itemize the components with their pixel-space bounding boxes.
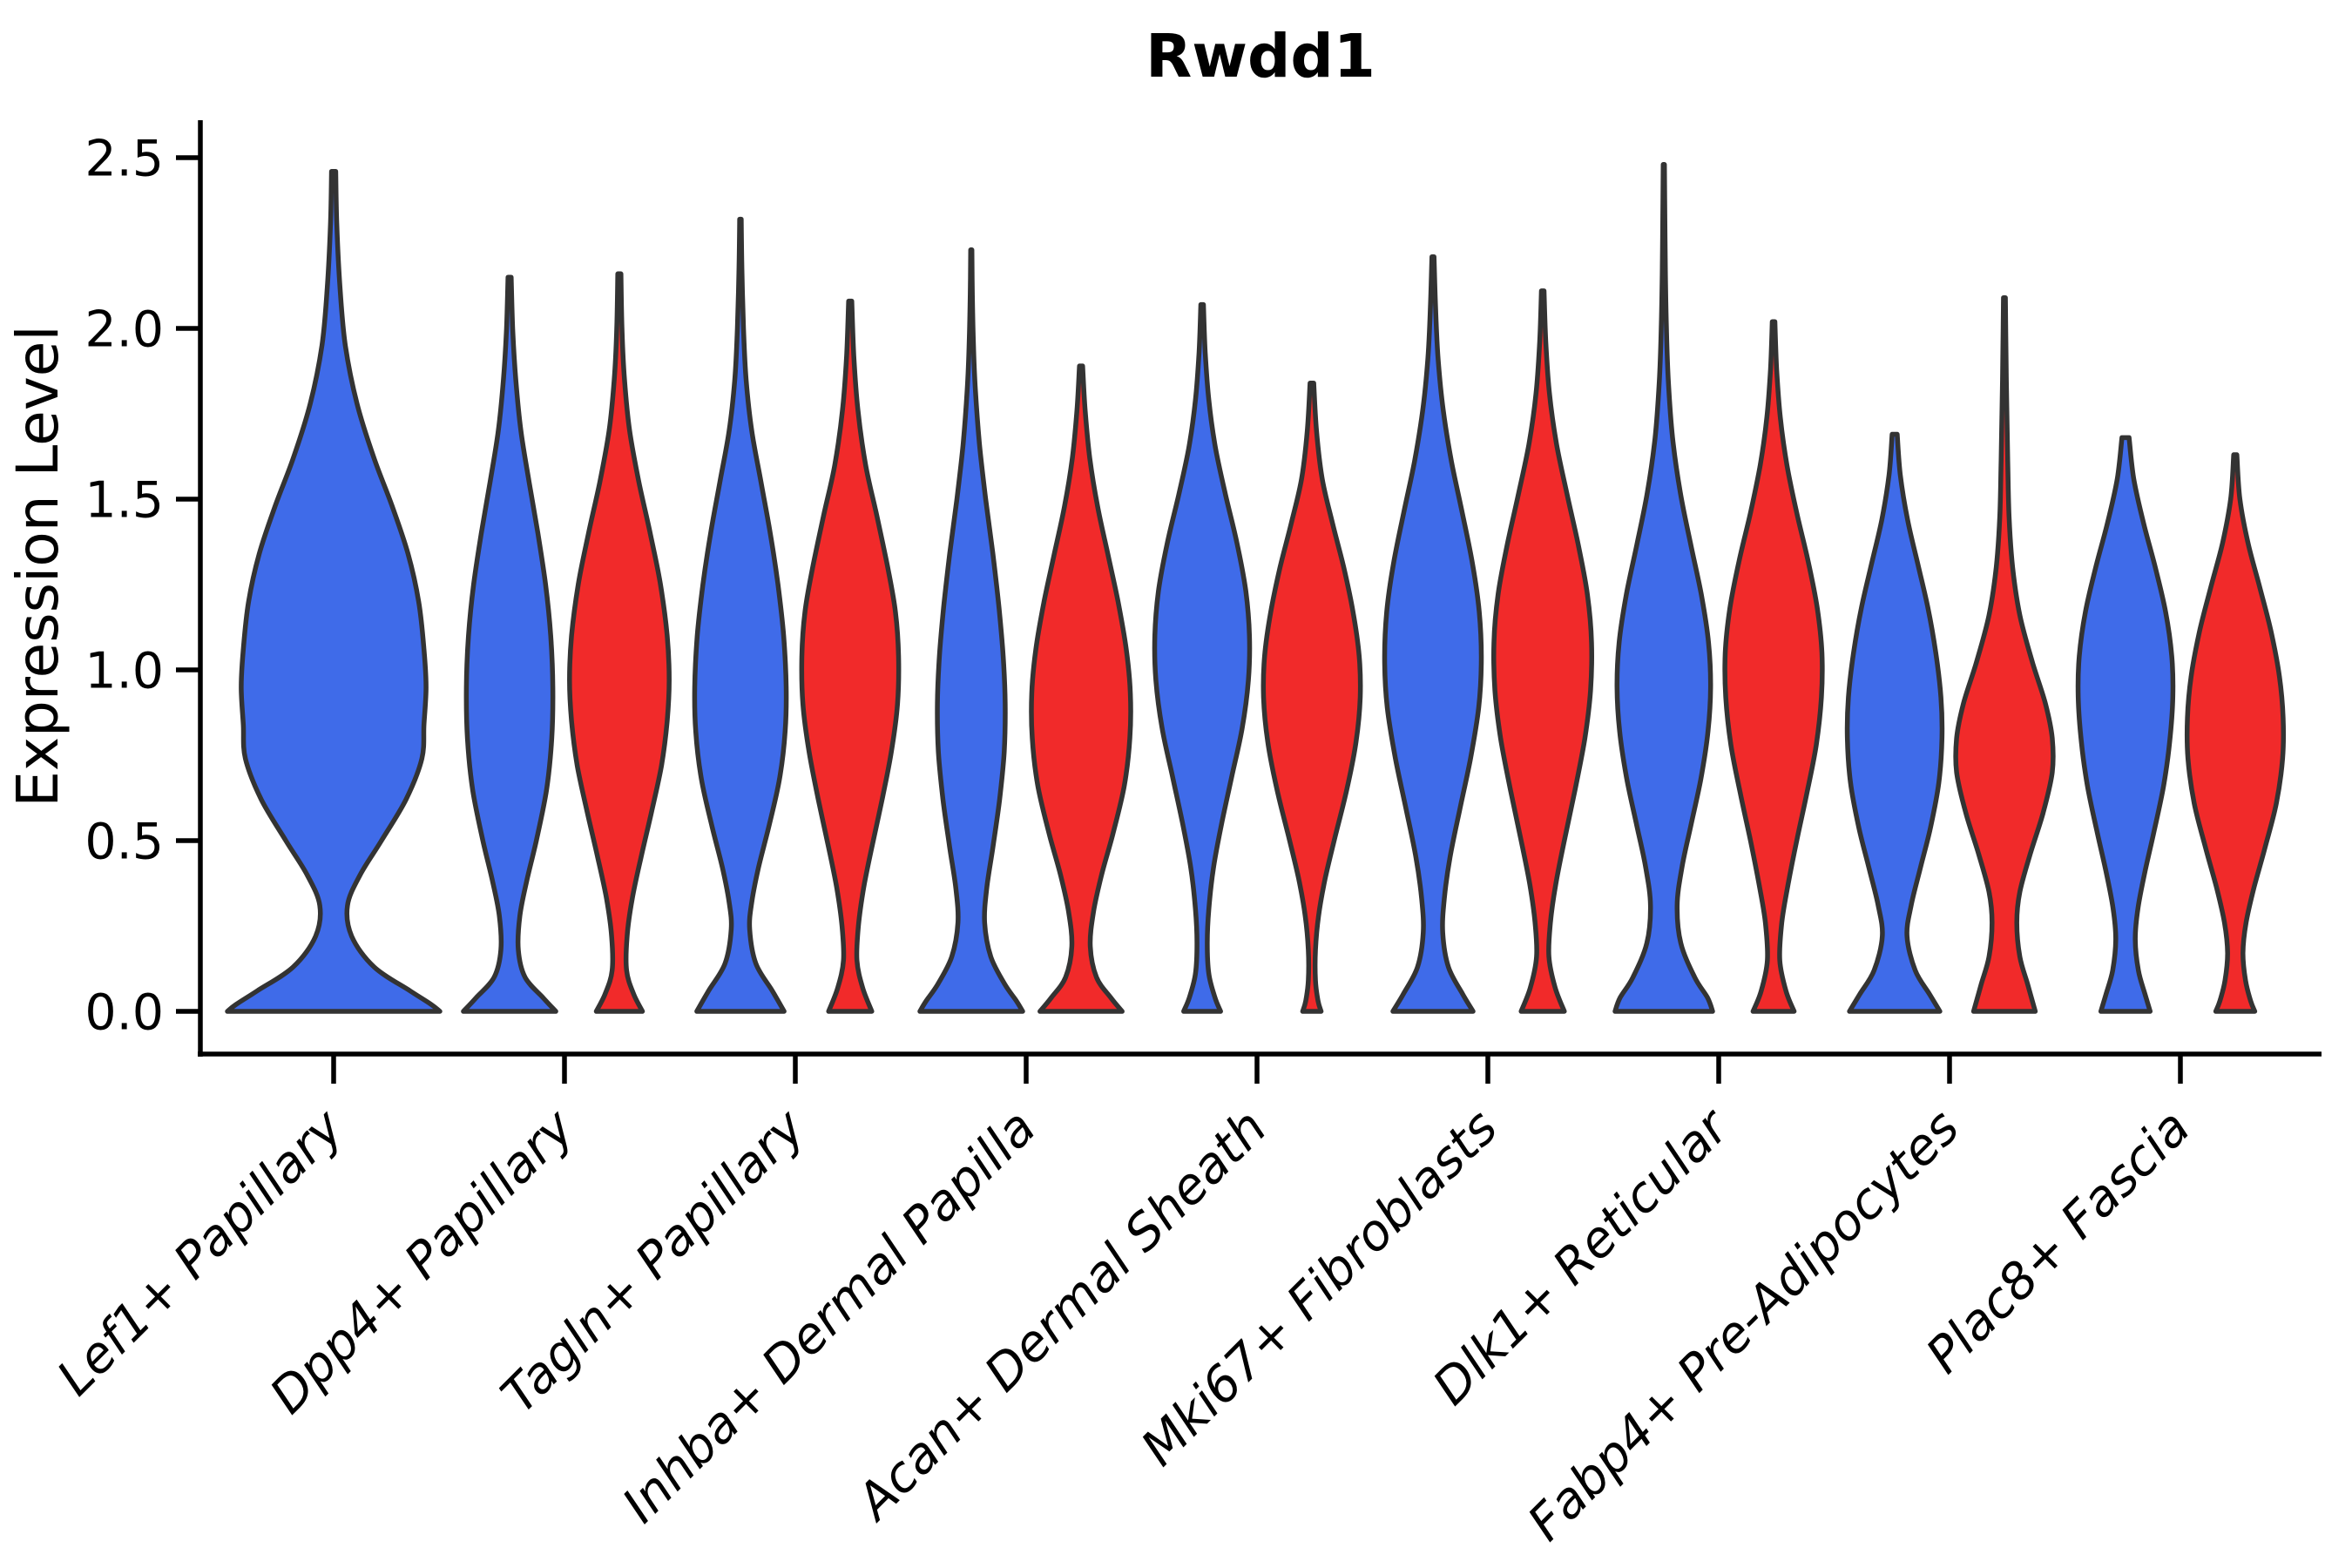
y-tick-label: 0.5 bbox=[84, 814, 164, 871]
violin-dlk1-reticular-blue bbox=[1612, 162, 1715, 1014]
violin-mki67-fibroblasts-blue bbox=[1382, 253, 1484, 1014]
violin-acan-dermal-sheath-red bbox=[1260, 380, 1363, 1014]
y-tick-label: 1.5 bbox=[84, 472, 164, 530]
violin-tagln-papillary-blue bbox=[692, 216, 789, 1014]
violin-inhba-dermal-papilla-blue bbox=[917, 247, 1025, 1014]
violin-acan-dermal-sheath-blue bbox=[1152, 301, 1253, 1014]
violin-mki67-fibroblasts-red bbox=[1491, 288, 1594, 1014]
violin-plac8-fascia-red bbox=[2184, 452, 2287, 1014]
violin-dpp4-papillary-blue bbox=[461, 274, 558, 1014]
x-tick-label: Inhba+ Dermal Papilla bbox=[612, 1098, 1047, 1534]
violin-fabp4-pre-adipocytes-blue bbox=[1844, 431, 1945, 1014]
violin-tagln-papillary-red bbox=[799, 298, 902, 1014]
violin-lef1-papillary-blue bbox=[225, 168, 443, 1014]
y-tick-layer: 0.0 0.5 1.0 1.5 2.0 2.5 bbox=[84, 131, 200, 1042]
violin-inhba-dermal-papilla-red bbox=[1029, 363, 1133, 1014]
violin-dlk1-reticular-red bbox=[1722, 319, 1825, 1014]
y-tick-label: 2.0 bbox=[84, 301, 164, 359]
y-axis-label: Expression Level bbox=[4, 325, 71, 807]
x-tick-label: Acan+ Dermal Sheath bbox=[843, 1098, 1277, 1532]
violin-dpp4-papillary-red bbox=[567, 271, 672, 1014]
y-tick-label: 2.5 bbox=[84, 131, 164, 188]
plot-title: Rwdd1 bbox=[1146, 22, 1375, 91]
y-tick-label: 1.0 bbox=[84, 643, 164, 700]
y-tick-label: 0.0 bbox=[84, 984, 164, 1042]
violin-fabp4-pre-adipocytes-red bbox=[1953, 294, 2056, 1014]
axes-layer bbox=[198, 120, 2322, 1057]
violin-plac8-fascia-blue bbox=[2075, 435, 2176, 1014]
violin-layer bbox=[225, 162, 2287, 1014]
x-tick-label: Fabp4+ Pre-Adipocytes bbox=[1517, 1098, 1970, 1551]
